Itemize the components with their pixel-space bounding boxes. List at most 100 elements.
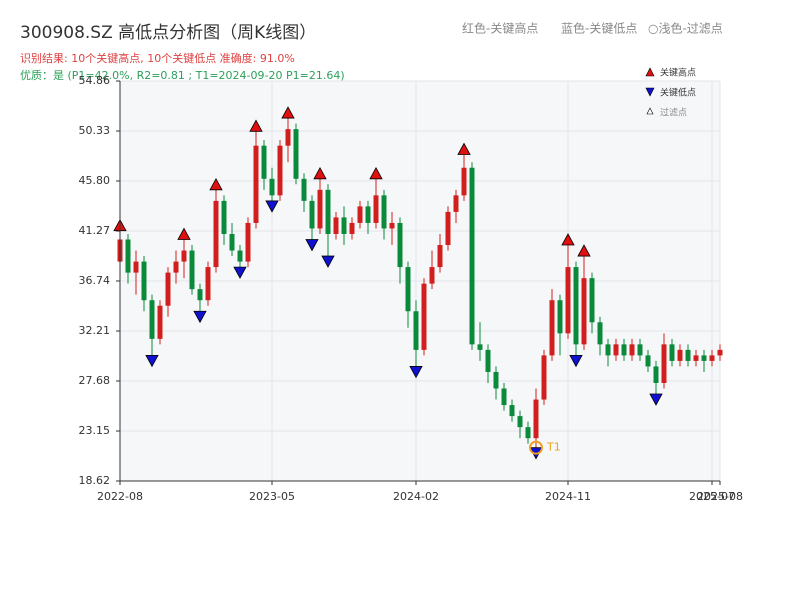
key-high-marker <box>577 244 591 257</box>
candle-body <box>341 217 347 234</box>
key-high-marker <box>369 166 383 180</box>
candle-body <box>629 344 635 356</box>
key-high-marker <box>281 106 295 119</box>
y-tick-label: 32.21 <box>79 324 111 337</box>
candle-body <box>669 344 675 361</box>
candle-body <box>165 272 171 306</box>
candle-body <box>477 344 483 350</box>
candle-body <box>549 300 555 356</box>
key-high-marker <box>209 177 223 191</box>
x-tick-label: 2022-08 <box>97 490 143 503</box>
candle-body <box>421 283 427 350</box>
candle-body <box>517 416 523 428</box>
candle-body <box>229 233 235 251</box>
candle-body <box>501 388 507 406</box>
candle-body <box>373 195 379 223</box>
quality-note: 优质：是 (P1=42.0%, R2=0.81 ; T1=2024-09-20 … <box>20 69 345 82</box>
candle-body <box>285 129 291 146</box>
y-tick-label: 36.74 <box>79 274 111 287</box>
candle-body <box>413 311 419 350</box>
candle-body <box>189 250 195 290</box>
candle-body <box>557 300 563 334</box>
subtitle: 识别结果: 10个关键高点, 10个关键低点 准确度: 91.0% <box>20 51 295 65</box>
y-tick-label: 50.33 <box>79 124 111 137</box>
candle-body <box>141 261 147 301</box>
candle-body <box>493 371 499 389</box>
x-tick-label: 2025-07 <box>689 490 735 503</box>
chart-title: 300908.SZ 高低点分析图（周K线图） <box>20 23 316 43</box>
candle-body <box>405 267 411 312</box>
header-legend: 红色-关键高点 <box>462 21 538 36</box>
candle-body <box>581 278 587 345</box>
candle-body <box>253 145 259 223</box>
candle-body <box>701 355 707 361</box>
candle-body <box>293 129 299 179</box>
candle-body <box>709 355 715 361</box>
candle-body <box>621 344 627 356</box>
x-tick-label: 2024-11 <box>545 490 591 503</box>
y-tick-label: 41.27 <box>79 224 111 237</box>
key-low-marker <box>321 255 335 268</box>
candle-body <box>261 145 267 179</box>
candle-body <box>325 189 331 234</box>
candle-body <box>461 167 467 196</box>
candle-body <box>133 261 139 273</box>
key-low-marker <box>409 366 423 379</box>
candle-body <box>589 278 595 323</box>
header-legend: ○浅色-过滤点 <box>648 22 723 36</box>
legend-label: 关键高点 <box>660 67 696 79</box>
y-tick-label: 27.68 <box>79 374 111 387</box>
candle-body <box>509 405 515 417</box>
candle-body <box>213 200 219 268</box>
candle-body <box>645 355 651 367</box>
candle-body <box>221 200 227 234</box>
candle-body <box>381 195 387 229</box>
candle-body <box>469 167 475 345</box>
candle-body <box>437 245 443 268</box>
candle-body <box>309 200 315 229</box>
t1-marker <box>529 440 543 455</box>
y-tick-label: 18.62 <box>79 474 111 487</box>
candle-body <box>397 222 403 268</box>
legend-icon <box>645 87 655 97</box>
candle-body <box>237 250 243 262</box>
candle-body <box>573 267 579 345</box>
candle-body <box>445 211 451 246</box>
legend-icon <box>646 107 654 115</box>
candle-body <box>389 222 395 229</box>
candle-body <box>197 289 203 301</box>
x-tick-label: 2023-05 <box>249 490 295 503</box>
candle-body <box>269 178 275 196</box>
key-high-marker <box>177 227 191 240</box>
candle-body <box>173 261 179 273</box>
key-low-marker <box>145 354 159 368</box>
header-legend: 蓝色-关键低点 <box>561 22 637 36</box>
candle-body <box>357 206 363 223</box>
y-tick-label: 23.15 <box>79 424 111 437</box>
key-high-marker <box>313 166 327 180</box>
candle-body <box>605 344 611 356</box>
key-high-marker <box>249 119 263 132</box>
x-tick-label: 2024-02 <box>393 490 439 503</box>
candle-body <box>661 344 667 383</box>
candle-body <box>301 178 307 201</box>
key-low-marker <box>233 266 247 279</box>
candle-body <box>613 344 619 356</box>
candle-body <box>717 349 723 356</box>
candle-body <box>677 349 683 361</box>
key-low-marker <box>569 354 583 368</box>
candle-body <box>205 267 211 301</box>
key-high-marker <box>561 233 575 246</box>
annotation: T1 <box>546 441 561 454</box>
candle-body <box>653 366 659 383</box>
key-high-marker <box>457 142 471 155</box>
candle-body <box>533 399 539 439</box>
candle-body <box>125 239 131 273</box>
candle-body <box>181 250 187 262</box>
legend-label: 过滤点 <box>660 107 687 119</box>
key-low-marker <box>193 310 207 324</box>
candle-body <box>157 305 163 339</box>
candle-body <box>333 217 339 234</box>
